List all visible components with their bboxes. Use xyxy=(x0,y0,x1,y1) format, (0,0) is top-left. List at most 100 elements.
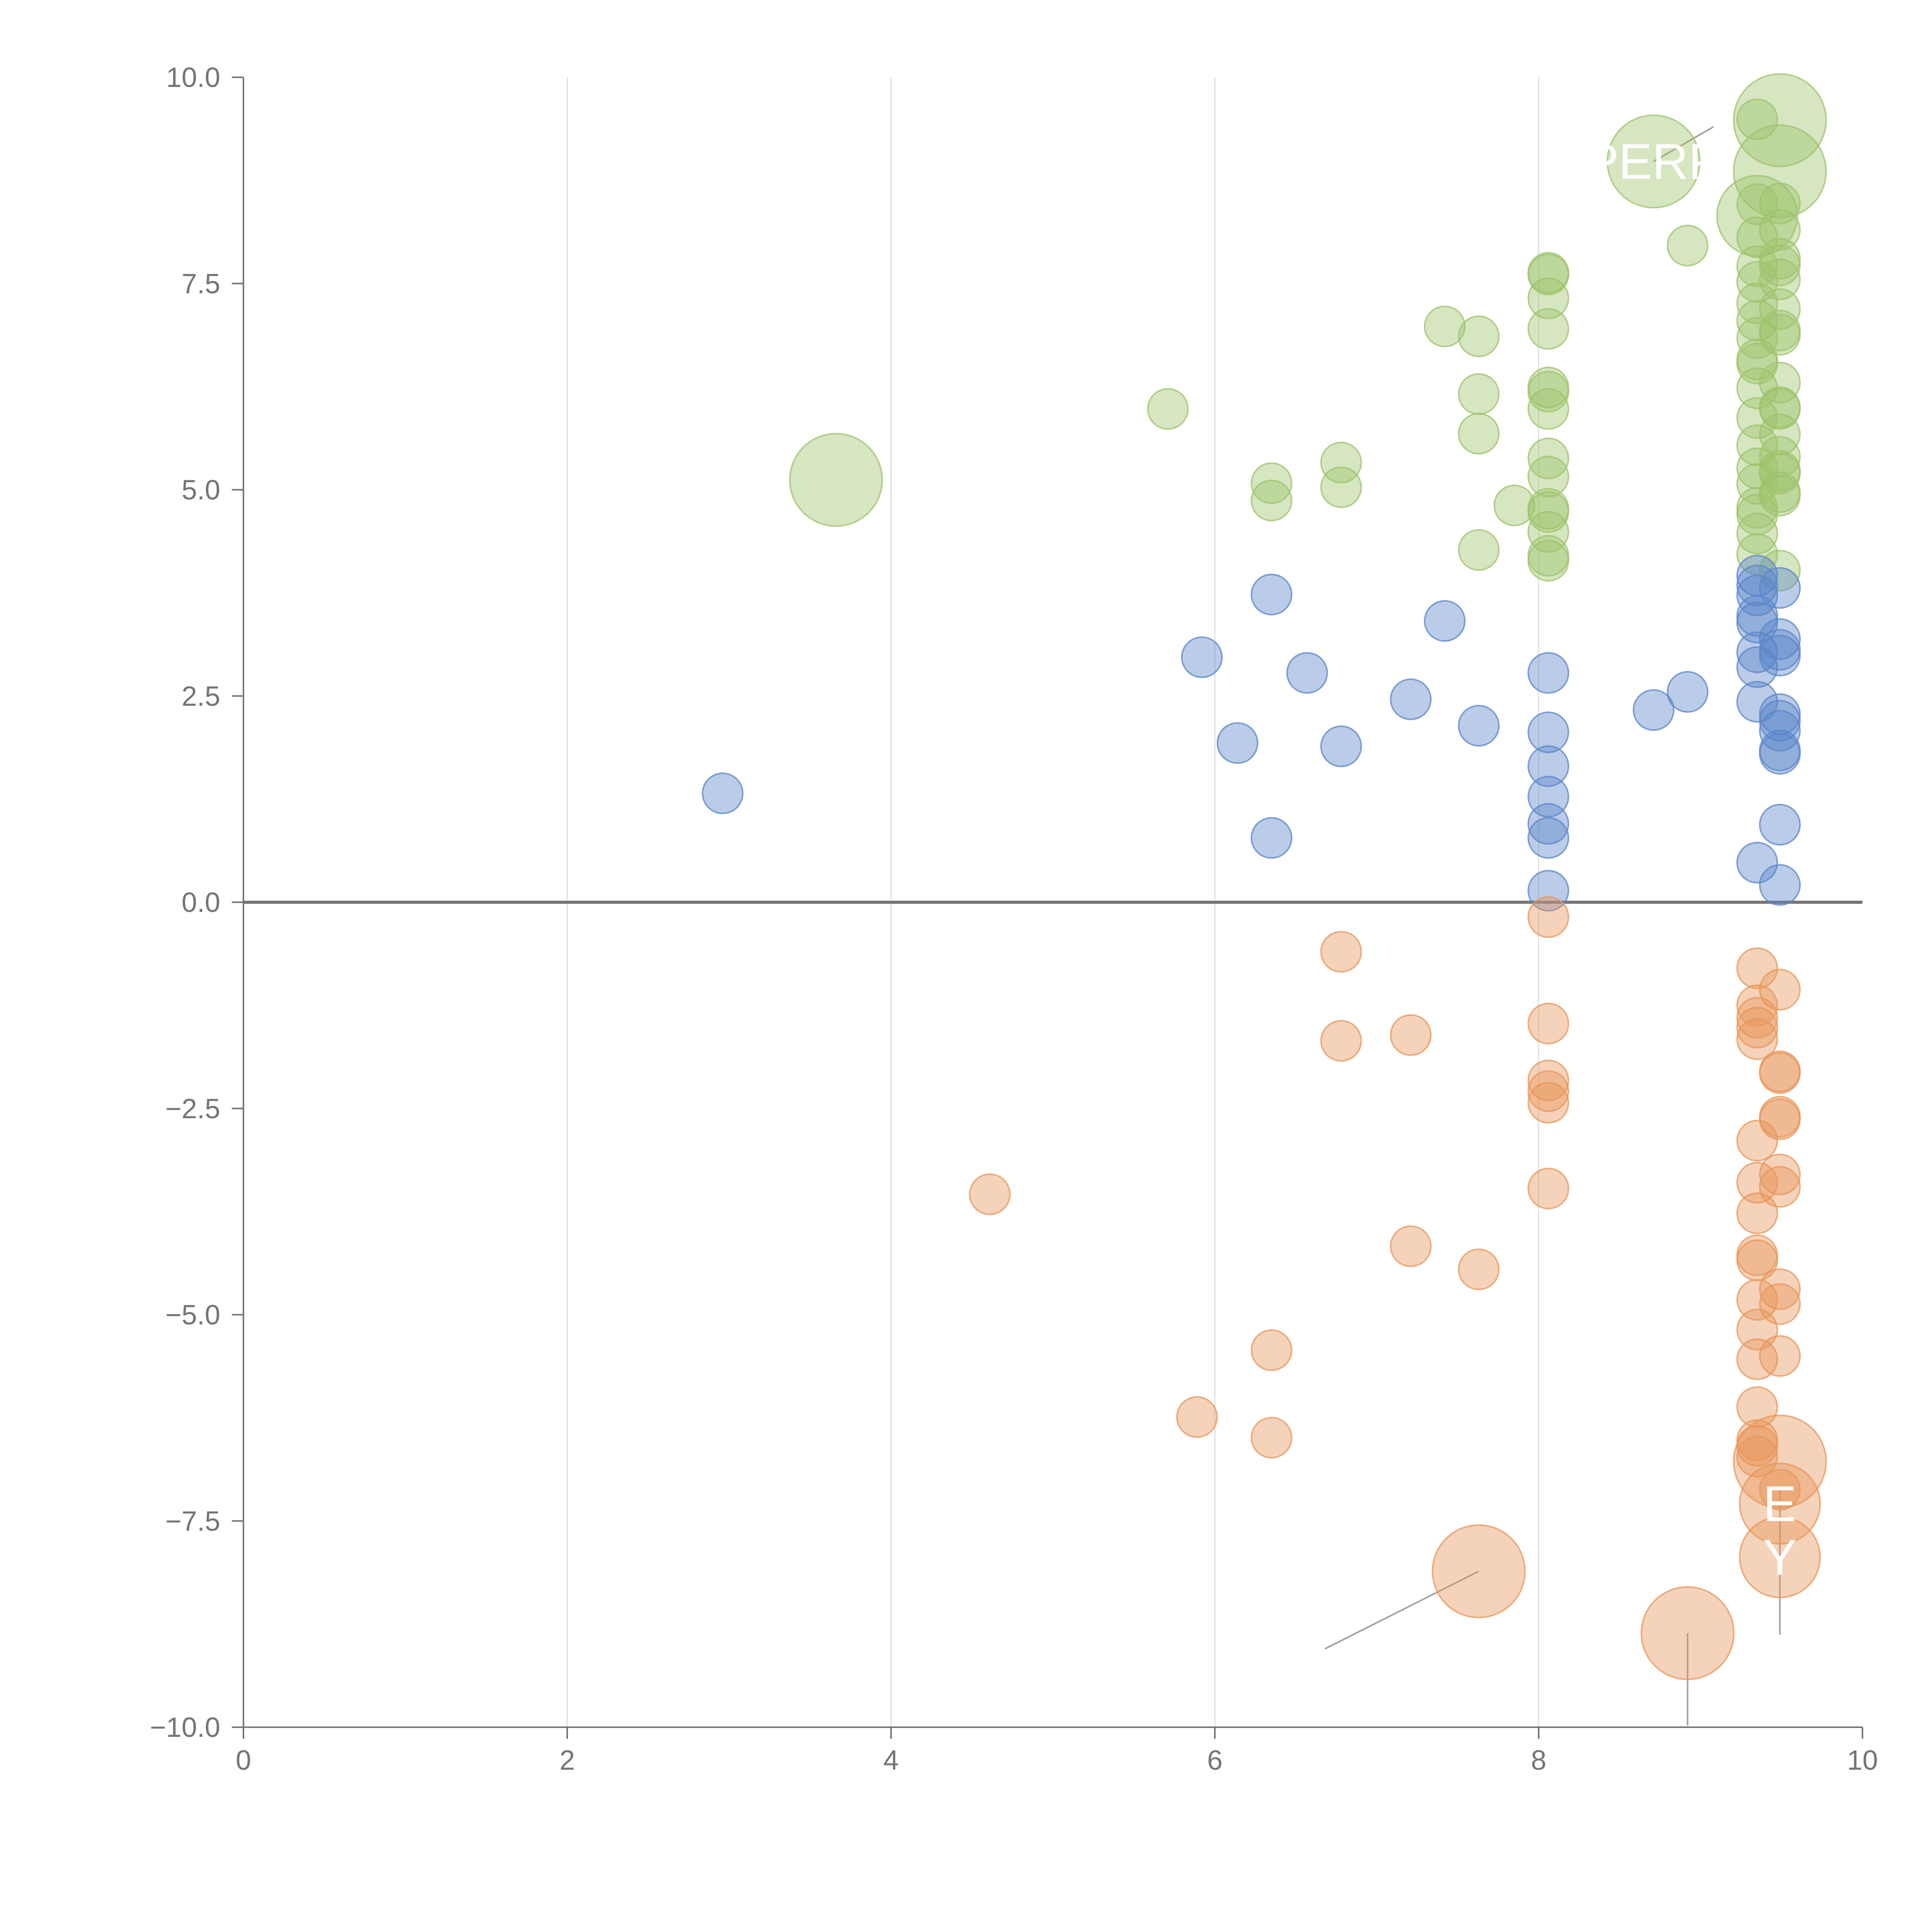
data-point-orange xyxy=(1759,1335,1801,1377)
data-point-orange xyxy=(1389,1014,1432,1056)
data-point-orange xyxy=(1736,1435,1778,1478)
data-point-orange xyxy=(1527,896,1570,938)
data-point-orange xyxy=(1736,1007,1778,1049)
data-point-orange xyxy=(1527,1002,1570,1044)
y-tick-label: −2.5 xyxy=(165,1094,220,1124)
data-point-green xyxy=(1759,361,1801,403)
data-point-orange xyxy=(1432,1524,1526,1619)
data-point-blue xyxy=(1320,725,1362,767)
data-point-orange xyxy=(1759,1153,1801,1196)
data-point-green xyxy=(1759,244,1801,286)
data-point-blue xyxy=(1759,567,1801,609)
data-point-blue xyxy=(1181,636,1223,678)
data-point-orange xyxy=(1736,1279,1778,1321)
data-point-blue xyxy=(1759,804,1801,846)
data-point-orange xyxy=(1250,1329,1293,1371)
y-tick-label: 7.5 xyxy=(182,269,220,299)
data-point-orange xyxy=(1739,1516,1821,1599)
data-point-orange xyxy=(1527,1167,1570,1209)
data-point-blue xyxy=(702,772,744,815)
data-point-green xyxy=(1759,474,1801,517)
data-point-green xyxy=(1759,413,1801,456)
data-point-green xyxy=(1759,436,1801,478)
data-point-blue xyxy=(1667,671,1709,713)
data-point-blue xyxy=(1759,733,1801,775)
data-point-green xyxy=(1733,124,1827,218)
x-tick-label: 6 xyxy=(1207,1745,1223,1776)
y-tick-label: −10.0 xyxy=(150,1712,220,1743)
annotation-label: PERP xyxy=(1585,133,1722,190)
data-point-green xyxy=(1759,314,1801,356)
data-point-blue xyxy=(1423,600,1466,642)
data-point-green xyxy=(1759,209,1801,251)
data-point-blue xyxy=(1286,652,1328,694)
data-point-blue xyxy=(1759,629,1801,671)
data-point-blue xyxy=(1759,618,1801,660)
data-point-orange xyxy=(1759,1098,1801,1140)
data-point-orange xyxy=(1250,1417,1293,1459)
data-point-orange xyxy=(1736,997,1778,1039)
data-point-blue xyxy=(1216,722,1259,764)
data-point-orange xyxy=(1527,1082,1570,1124)
data-point-green xyxy=(1759,259,1801,301)
y-tick-label: −7.5 xyxy=(165,1506,220,1537)
data-point-blue xyxy=(1389,678,1432,720)
data-point-green xyxy=(1458,413,1500,455)
data-point-green xyxy=(1759,388,1801,430)
data-point-blue xyxy=(1633,689,1675,731)
data-point-blue xyxy=(1736,681,1778,723)
data-point-blue xyxy=(1527,745,1570,787)
data-point-green xyxy=(1606,114,1701,209)
data-point-blue xyxy=(1736,631,1778,673)
data-point-green xyxy=(1527,253,1570,296)
data-point-green xyxy=(1527,437,1570,480)
data-point-green xyxy=(1736,98,1778,140)
data-point-blue xyxy=(1527,652,1570,694)
data-point-green xyxy=(1320,442,1362,484)
data-point-orange xyxy=(1759,1268,1801,1310)
data-point-orange xyxy=(1736,947,1778,989)
data-point-orange xyxy=(1759,1283,1801,1325)
data-point-orange xyxy=(1736,1419,1778,1461)
data-point-orange xyxy=(1320,1020,1362,1062)
data-point-blue xyxy=(1759,634,1801,677)
data-point-blue xyxy=(1736,842,1778,884)
data-point-green xyxy=(789,433,883,527)
data-point-orange xyxy=(1736,984,1778,1026)
data-point-blue xyxy=(1736,646,1778,688)
data-point-blue xyxy=(1527,803,1570,845)
data-point-green xyxy=(1736,463,1778,505)
data-point-blue xyxy=(1527,817,1570,859)
data-point-green xyxy=(1527,540,1570,582)
x-tick-label: 8 xyxy=(1531,1745,1546,1776)
data-point-green xyxy=(1527,511,1570,553)
leader-line xyxy=(1325,1570,1479,1650)
data-point-green xyxy=(1667,224,1709,267)
axes xyxy=(243,77,1862,1728)
annotation-label: E xyxy=(1763,1475,1797,1532)
data-point-green xyxy=(1736,245,1778,287)
data-point-orange xyxy=(1759,1052,1801,1094)
y-tick-label: 0.0 xyxy=(182,887,220,918)
data-point-green xyxy=(1736,299,1778,342)
data-point-blue xyxy=(1736,602,1778,644)
y-tick-label: 5.0 xyxy=(182,475,220,506)
annotation-label: Y xyxy=(1763,1529,1797,1585)
data-point-green xyxy=(1527,371,1570,413)
data-point-orange xyxy=(1176,1396,1218,1438)
data-point-green xyxy=(1527,388,1570,430)
data-point-orange xyxy=(969,1173,1011,1215)
data-point-green xyxy=(1250,462,1293,504)
x-tick-label: 4 xyxy=(883,1745,899,1776)
data-point-green xyxy=(1527,277,1570,320)
data-point-green xyxy=(1458,529,1500,571)
data-point-orange xyxy=(1739,1463,1821,1545)
data-point-blue xyxy=(1527,870,1570,912)
data-point-green xyxy=(1423,305,1466,347)
data-point-orange xyxy=(1736,1018,1778,1060)
data-point-green xyxy=(1458,373,1500,415)
data-point-orange xyxy=(1320,931,1362,973)
y-tick-label: 10.0 xyxy=(166,62,220,93)
data-point-orange xyxy=(1736,1338,1778,1380)
